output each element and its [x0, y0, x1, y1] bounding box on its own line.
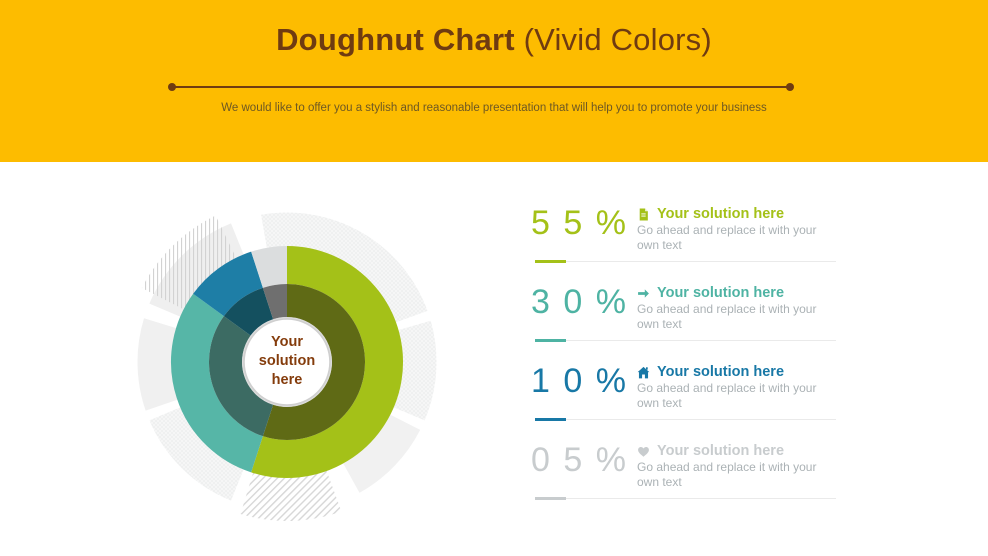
- home-icon: [637, 366, 650, 378]
- stat-description: Go ahead and replace it with your own te…: [637, 223, 817, 252]
- doughnut-rings: [171, 246, 403, 478]
- heart-icon: [638, 446, 649, 457]
- slide-header: Doughnut Chart (Vivid Colors) We would l…: [0, 0, 988, 162]
- stat-divider: [535, 260, 836, 263]
- stat-row-30: 3 0 % Your solution here Go ahead and re…: [531, 282, 838, 361]
- page-title-sub: (Vivid Colors): [514, 22, 712, 57]
- stat-value: 1 0 %: [531, 362, 628, 400]
- stat-divider: [535, 418, 836, 421]
- document-icon: [639, 208, 648, 220]
- page-title: Doughnut Chart (Vivid Colors): [0, 22, 988, 58]
- divider-end-dot-right: [786, 83, 794, 91]
- stat-title: Your solution here: [657, 206, 785, 222]
- divider-end-dot-left: [168, 83, 176, 91]
- stat-divider: [535, 497, 836, 500]
- stat-divider: [535, 339, 836, 342]
- stat-row-10: 1 0 % Your solution here Go ahead and re…: [531, 361, 838, 440]
- center-disc: [243, 318, 331, 406]
- doughnut-chart: Your solution here: [117, 192, 457, 532]
- chart-center-label: Your solution here: [258, 334, 316, 388]
- stats-list: 5 5 % Your solution here Go ahead and re…: [531, 203, 838, 519]
- slide-subtitle: We would like to offer you a stylish and…: [221, 102, 767, 114]
- title-divider-line: [168, 83, 794, 91]
- stat-row-55: 5 5 % Your solution here Go ahead and re…: [531, 203, 838, 282]
- stat-divider-accent: [535, 339, 566, 342]
- stat-title: Your solution here: [657, 285, 785, 301]
- stat-title: Your solution here: [657, 364, 785, 380]
- stat-row-05: 0 5 % Your solution here Go ahead and re…: [531, 440, 838, 519]
- stat-value: 3 0 %: [531, 283, 628, 321]
- stat-divider-accent: [535, 260, 566, 263]
- decorative-ring-segments: [137, 212, 437, 521]
- stat-title: Your solution here: [657, 443, 785, 459]
- stat-description: Go ahead and replace it with your own te…: [637, 302, 817, 331]
- page-title-main: Doughnut Chart: [276, 22, 515, 57]
- stat-divider-accent: [535, 497, 566, 500]
- stat-description: Go ahead and replace it with your own te…: [637, 460, 817, 489]
- stat-divider-accent: [535, 418, 566, 421]
- doughnut-chart-svg: [137, 212, 437, 521]
- arrow-right-icon: [638, 288, 649, 298]
- stat-value: 5 5 %: [531, 204, 628, 242]
- stat-description: Go ahead and replace it with your own te…: [637, 381, 817, 410]
- stat-value: 0 5 %: [531, 441, 628, 479]
